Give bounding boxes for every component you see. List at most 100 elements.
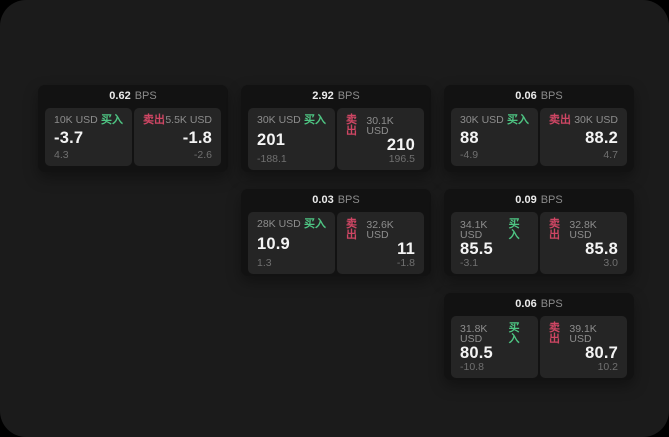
sell-panel[interactable]: 卖出 30.1K USD 210 196.5 <box>337 108 424 170</box>
sell-panel-top: 卖出 32.8K USD <box>549 219 618 241</box>
buy-side-label: 买入 <box>101 114 123 126</box>
buy-panel-top: 28K USD 买入 <box>257 219 326 230</box>
sell-panel[interactable]: 卖出 32.6K USD 11 -1.8 <box>337 212 424 274</box>
buy-panel[interactable]: 10K USD 买入 -3.7 4.3 <box>45 108 132 166</box>
buy-amount: 31.8K USD <box>460 322 488 345</box>
buy-panel[interactable]: 30K USD 买入 88 -4.9 <box>451 108 538 166</box>
buy-change: -10.8 <box>460 360 484 373</box>
sell-side-label: 卖出 <box>549 322 560 345</box>
buy-amount: 34.1K USD <box>460 218 488 241</box>
sell-amount: 39.1K USD <box>569 322 597 345</box>
buy-amount: 30K USD <box>460 114 504 127</box>
bps-value: 2.92 <box>312 90 334 102</box>
buy-price: 88 <box>460 128 479 147</box>
sell-panel-top: 卖出 39.1K USD <box>549 323 618 345</box>
sell-panel-top: 卖出 5.5K USD <box>143 115 212 126</box>
card-body: 34.1K USD 买入 85.5 -3.1 卖出 32.8K USD 85.8… <box>444 212 634 280</box>
card-body: 30K USD 买入 201 -188.1 卖出 30.1K USD 210 1… <box>241 108 431 176</box>
sell-price: -1.8 <box>182 128 212 147</box>
card-header: 0.06 BPS <box>444 85 634 108</box>
quote-card: 0.09 BPS 34.1K USD 买入 85.5 -3.1 卖出 32.8K… <box>444 189 634 276</box>
sell-price: 85.8 <box>585 240 618 258</box>
buy-panel-top: 31.8K USD 买入 <box>460 323 529 345</box>
sell-panel[interactable]: 卖出 5.5K USD -1.8 -2.6 <box>134 108 221 166</box>
buy-price: 85.5 <box>460 240 493 258</box>
sell-panel-top: 卖出 32.6K USD <box>346 219 415 241</box>
bps-unit-label: BPS <box>337 90 360 102</box>
buy-panel-top: 30K USD 买入 <box>460 115 529 126</box>
sell-amount: 32.8K USD <box>569 218 597 241</box>
bps-value: 0.62 <box>109 90 131 102</box>
sell-amount: 32.6K USD <box>366 218 394 241</box>
card-body: 30K USD 买入 88 -4.9 卖出 30K USD 88.2 4.7 <box>444 108 634 172</box>
sell-amount: 30.1K USD <box>366 114 394 137</box>
sell-side-label: 卖出 <box>143 114 165 126</box>
buy-panel-top: 10K USD 买入 <box>54 115 123 126</box>
bps-unit-label: BPS <box>540 90 563 102</box>
card-header: 0.62 BPS <box>38 85 228 108</box>
card-body: 28K USD 买入 10.9 1.3 卖出 32.6K USD 11 -1.8 <box>241 212 431 280</box>
card-header: 0.09 BPS <box>444 189 634 212</box>
buy-change: 1.3 <box>257 256 272 269</box>
cards-grid: 0.62 BPS 10K USD 买入 -3.7 4.3 卖出 5.5K USD… <box>38 85 634 380</box>
sell-price: 88.2 <box>585 128 618 147</box>
sell-panel[interactable]: 卖出 30K USD 88.2 4.7 <box>540 108 627 166</box>
quote-card: 0.62 BPS 10K USD 买入 -3.7 4.3 卖出 5.5K USD… <box>38 85 228 172</box>
card-body: 31.8K USD 买入 80.5 -10.8 卖出 39.1K USD 80.… <box>444 316 634 384</box>
buy-panel[interactable]: 34.1K USD 买入 85.5 -3.1 <box>451 212 538 274</box>
quote-card: 0.06 BPS 30K USD 买入 88 -4.9 卖出 30K USD 8… <box>444 85 634 172</box>
bps-unit-label: BPS <box>134 90 157 102</box>
quote-card: 0.06 BPS 31.8K USD 买入 80.5 -10.8 卖出 39.1… <box>444 293 634 380</box>
buy-panel-top: 34.1K USD 买入 <box>460 219 529 241</box>
buy-price: 10.9 <box>257 234 290 253</box>
buy-change: -188.1 <box>257 152 287 165</box>
buy-panel-top: 30K USD 买入 <box>257 115 326 126</box>
quote-card: 0.03 BPS 28K USD 买入 10.9 1.3 卖出 32.6K US… <box>241 189 431 276</box>
buy-change: -3.1 <box>460 256 479 269</box>
sell-change: 4.7 <box>603 148 618 161</box>
sell-price: 11 <box>397 240 415 258</box>
buy-side-label: 买入 <box>304 114 326 126</box>
buy-amount: 30K USD <box>257 114 301 127</box>
sell-amount: 5.5K USD <box>165 114 212 127</box>
bps-value: 0.06 <box>515 90 537 102</box>
card-header: 0.06 BPS <box>444 293 634 316</box>
buy-side-label: 买入 <box>304 218 326 230</box>
sell-panel-top: 卖出 30K USD <box>549 115 618 126</box>
buy-price: -3.7 <box>54 128 84 147</box>
sell-change: 3.0 <box>603 256 618 269</box>
bps-unit-label: BPS <box>540 298 563 310</box>
sell-price: 80.7 <box>585 344 618 362</box>
bps-value: 0.09 <box>515 194 537 206</box>
buy-change: 4.3 <box>54 148 69 161</box>
sell-price: 210 <box>386 136 415 154</box>
buy-price: 80.5 <box>460 344 493 362</box>
bps-value: 0.03 <box>312 194 334 206</box>
buy-change: -4.9 <box>460 148 479 161</box>
buy-side-label: 买入 <box>508 218 520 241</box>
quote-card: 2.92 BPS 30K USD 买入 201 -188.1 卖出 30.1K … <box>241 85 431 172</box>
sell-side-label: 卖出 <box>346 218 357 241</box>
sell-side-label: 卖出 <box>346 114 357 137</box>
sell-change: -2.6 <box>193 148 212 161</box>
buy-side-label: 买入 <box>508 322 520 345</box>
sell-amount: 30K USD <box>574 114 618 127</box>
sell-change: -1.8 <box>396 256 415 269</box>
bps-unit-label: BPS <box>540 194 563 206</box>
sell-change: 196.5 <box>388 152 415 165</box>
buy-panel[interactable]: 30K USD 买入 201 -188.1 <box>248 108 335 170</box>
sell-panel-top: 卖出 30.1K USD <box>346 115 415 137</box>
bps-unit-label: BPS <box>337 194 360 206</box>
buy-price: 201 <box>257 130 286 149</box>
buy-side-label: 买入 <box>507 114 529 126</box>
sell-change: 10.2 <box>597 360 618 373</box>
sell-side-label: 卖出 <box>549 114 571 126</box>
buy-panel[interactable]: 28K USD 买入 10.9 1.3 <box>248 212 335 274</box>
card-header: 0.03 BPS <box>241 189 431 212</box>
buy-panel[interactable]: 31.8K USD 买入 80.5 -10.8 <box>451 316 538 378</box>
sell-panel[interactable]: 卖出 39.1K USD 80.7 10.2 <box>540 316 627 378</box>
card-body: 10K USD 买入 -3.7 4.3 卖出 5.5K USD -1.8 -2.… <box>38 108 228 172</box>
sell-panel[interactable]: 卖出 32.8K USD 85.8 3.0 <box>540 212 627 274</box>
sell-side-label: 卖出 <box>549 218 560 241</box>
